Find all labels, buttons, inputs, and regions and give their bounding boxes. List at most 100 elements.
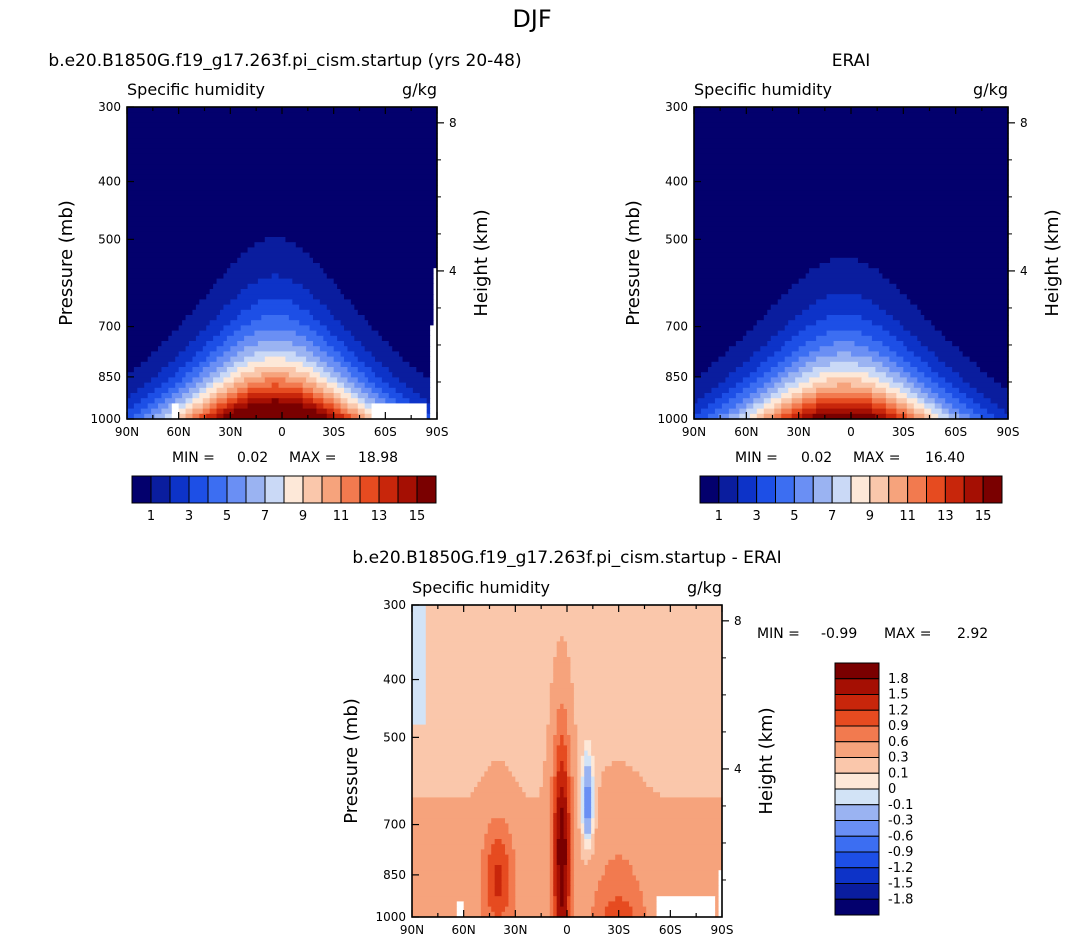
contour-fill [247,403,304,410]
height-tick-label: 8 [449,116,457,130]
contour-fill [570,766,578,772]
contour-fill [271,398,280,404]
contour-fill [594,792,599,798]
contour-fill [553,865,558,871]
contour-fill [539,787,551,793]
contour-fill [913,382,925,389]
contour-fill [749,356,768,363]
contour-fill [371,351,400,358]
contour-fill [233,330,256,337]
contour-fill [505,844,513,850]
contour-fill [127,231,438,238]
contour-fill [553,901,558,908]
contour-fill [556,729,568,736]
contour-fill [560,766,565,772]
contour-fill [885,393,897,399]
contour-fill [656,901,716,908]
contour-fill [542,766,554,772]
contour-fill [656,906,716,913]
contour-fill [584,828,592,835]
panel-title: b.e20.B1850G.f19_g17.263f.pi_cism.startu… [48,51,521,71]
contour-fill [573,688,723,694]
contour-fill [425,605,723,611]
contour-fill [805,341,835,347]
contour-fill [746,408,758,415]
contour-fill [646,906,658,913]
contour-fill [763,315,796,321]
colorbar-swatch [834,883,880,900]
contour-fill [371,325,431,332]
colorbar-swatch [834,820,880,837]
contour-fill [357,403,366,410]
contour-fill [694,179,1009,186]
contour-fill [168,377,183,384]
contour-fill [340,289,435,295]
colorbar-swatch [926,475,946,504]
contour-fill [567,859,572,866]
contour-fill [480,885,489,892]
contour-fill [584,813,592,819]
contour-fill [192,367,204,373]
contour-fill [913,351,936,358]
contour-fill [553,672,572,679]
contour-fill [154,413,166,420]
contour-fill [127,294,207,300]
y-tick-label: 400 [383,673,406,687]
contour-fill [788,387,803,394]
contour-fill [560,735,565,741]
contour-fill [182,377,194,384]
units-subtitle: g/kg [973,80,1008,99]
contour-fill [556,833,561,840]
contour-fill [577,729,723,736]
contour-fill [560,761,565,767]
contour-fill [594,807,599,814]
contour-fill [127,408,142,415]
contour-fill [244,335,307,342]
contour-fill [749,372,765,378]
contour-fill [501,911,516,918]
contour-fill [573,849,582,856]
contour-fill [553,792,558,798]
colorbar-label: 15 [409,509,426,524]
contour-fill [563,787,568,793]
contour-fill [714,408,730,415]
contour-fill [917,393,929,399]
contour-fill [292,278,335,285]
contour-fill [920,356,939,363]
contour-fill [816,393,873,399]
y-tick-label: 500 [665,232,688,246]
colorbar-swatch [834,694,880,711]
contour-fill [594,901,609,908]
contour-fill [189,341,207,347]
contour-fill [906,294,1009,300]
contour-fill [412,818,492,824]
contour-fill [333,278,435,285]
contour-fill [406,382,431,389]
contour-fill [309,325,328,332]
min-label: MIN = [735,450,778,466]
contour-fill [735,403,747,410]
colorbar-swatch [834,757,880,774]
contour-fill [553,750,558,757]
contour-fill [570,891,575,897]
contour-fill [333,315,366,321]
contour-fill [511,833,551,840]
contour-fill [920,309,1009,316]
contour-fill [573,714,723,720]
contour-fill [598,787,654,793]
contour-fill [924,408,932,415]
contour-fill [694,117,1009,124]
height-tick-label: 8 [734,614,742,628]
contour-fill [192,377,204,384]
contour-fill [412,839,485,845]
contour-fill [694,216,1009,222]
contour-fill [580,787,585,793]
contour-fill [718,891,723,897]
contour-fill [525,792,541,798]
contour-fill [892,377,908,384]
contour-fill [127,226,438,233]
contour-fill [837,351,852,358]
contour-fill [192,413,200,420]
contour-fill [694,127,1009,134]
contour-fill [573,859,585,866]
